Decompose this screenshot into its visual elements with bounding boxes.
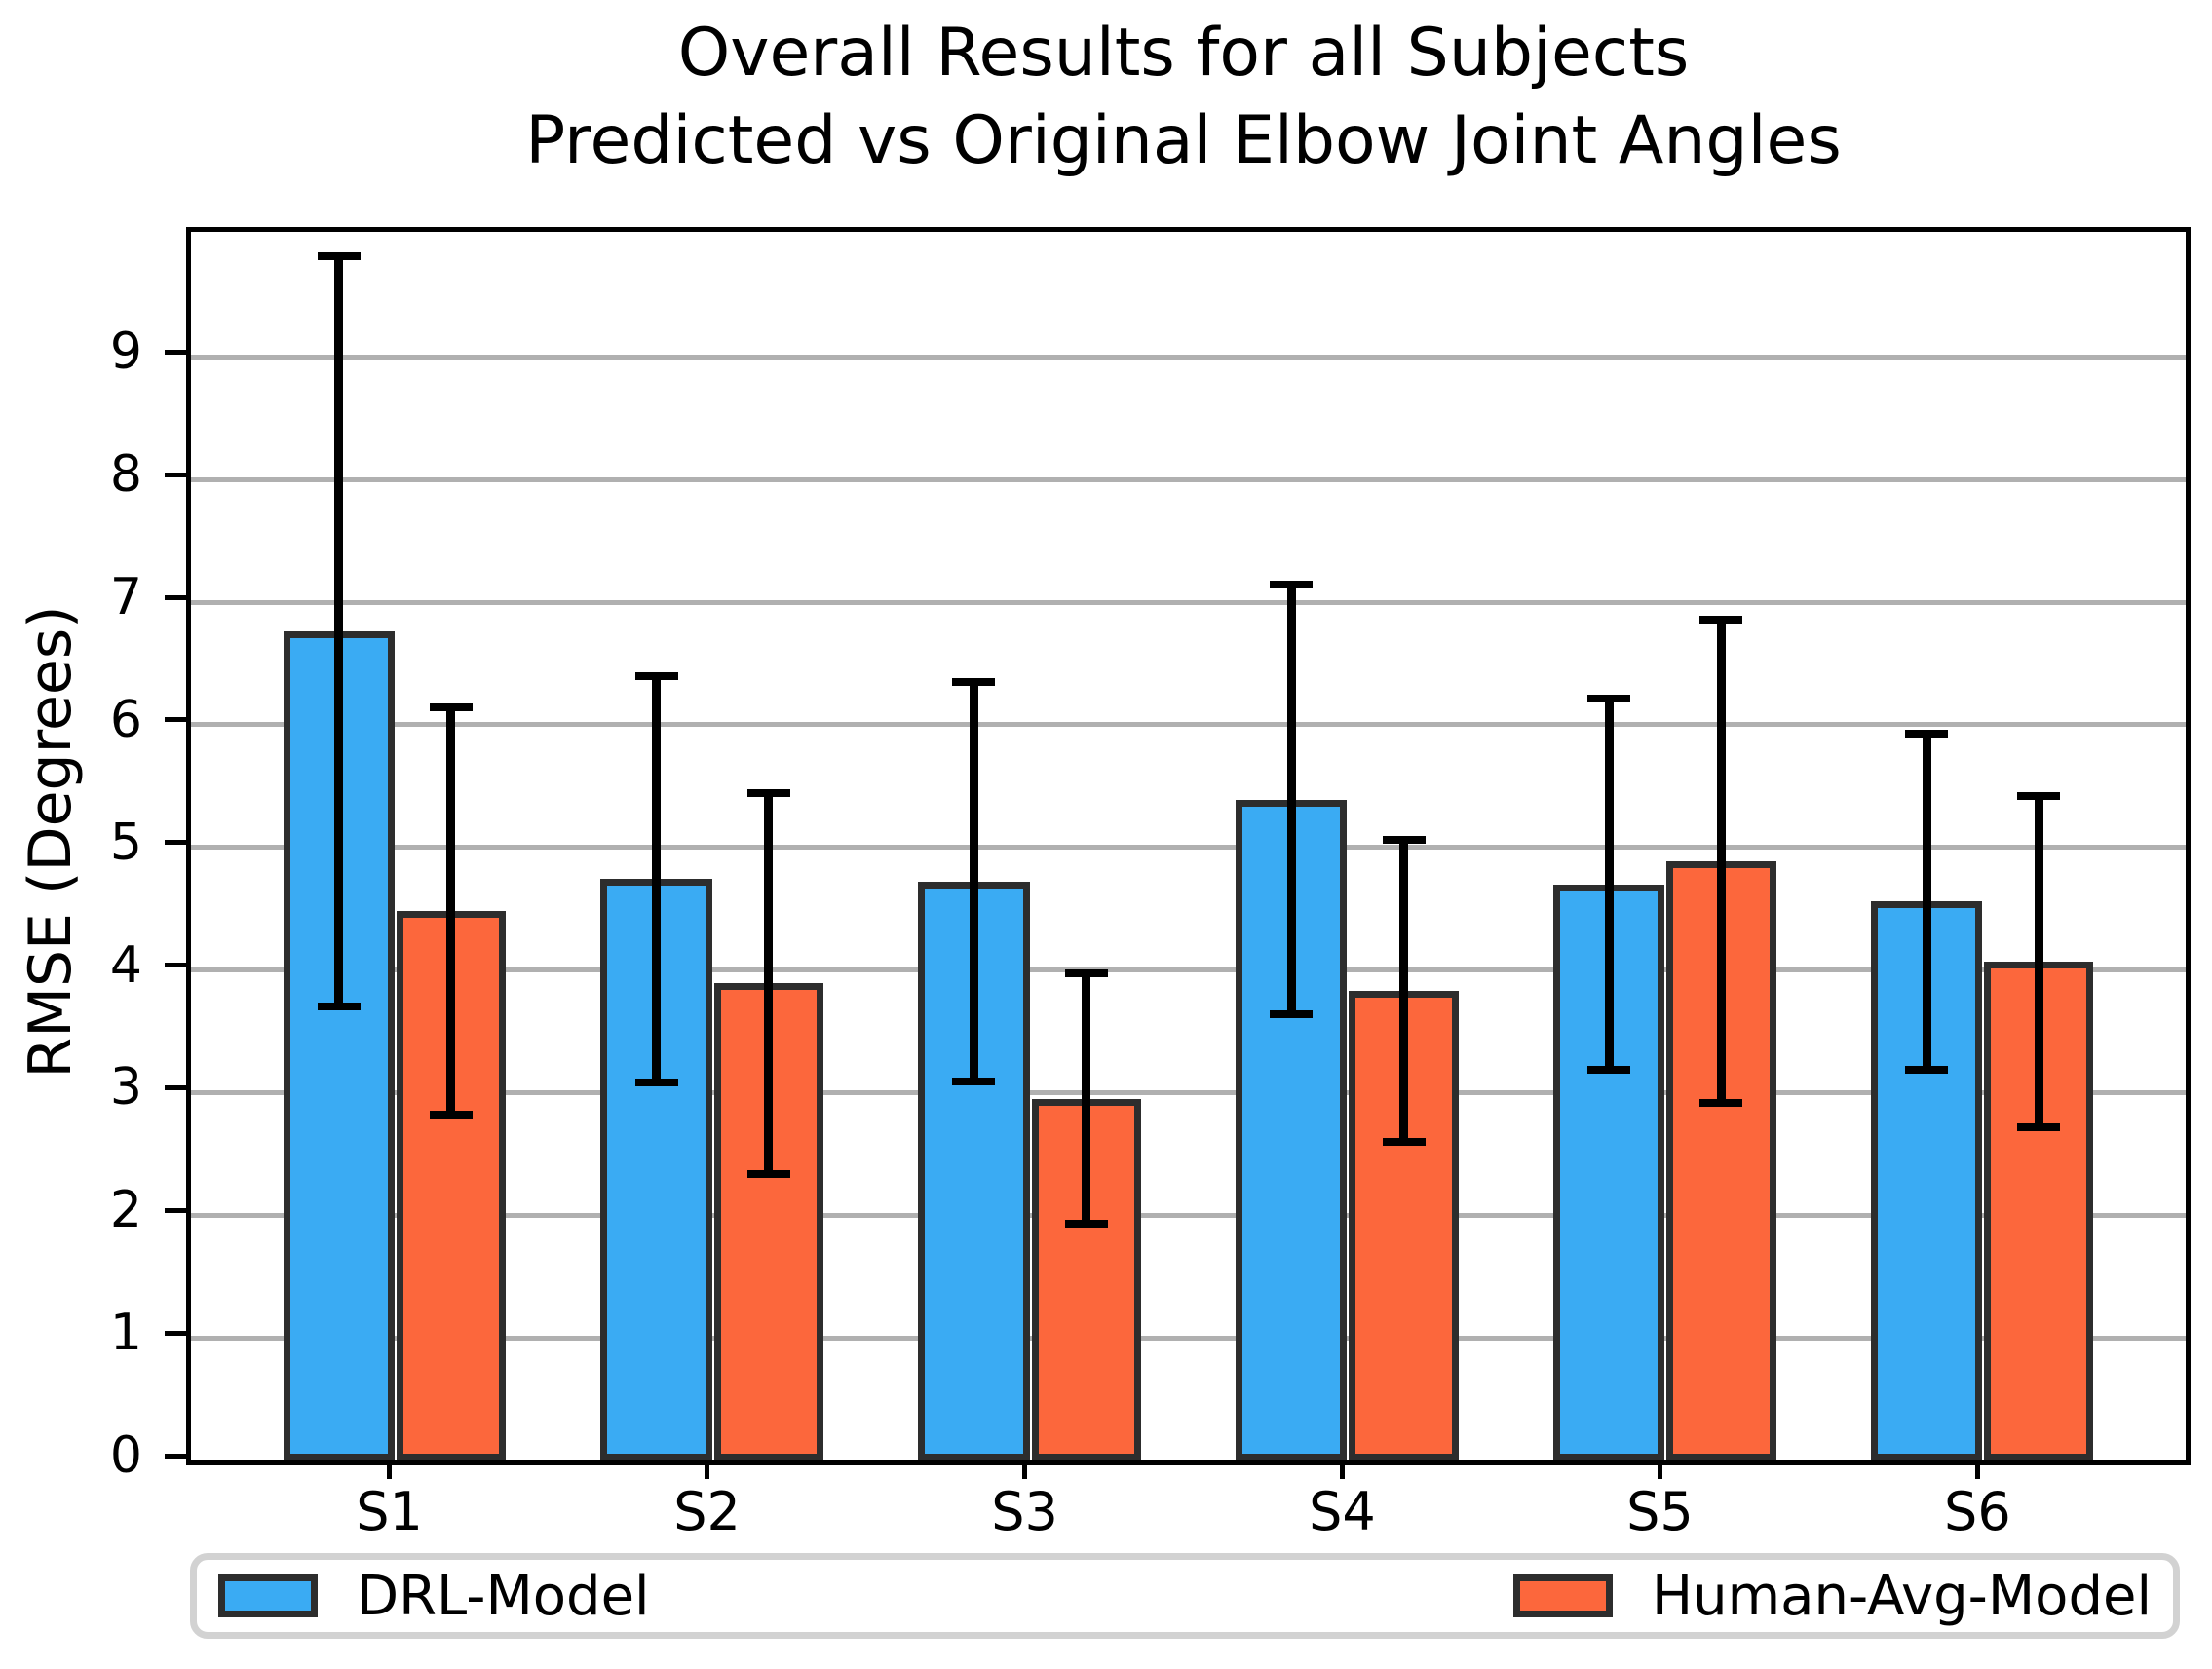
y-tick-label-5: 5 bbox=[109, 813, 142, 872]
error-cap-bottom-s2-1 bbox=[746, 1169, 790, 1178]
gridline-y1 bbox=[191, 1335, 2186, 1341]
bar-human-avg-model-s4 bbox=[1349, 991, 1459, 1460]
x-tick-mark-S3 bbox=[1022, 1460, 1028, 1479]
error-cap-bottom-s6-0 bbox=[1905, 1065, 1949, 1074]
y-tick-mark-0 bbox=[165, 1453, 186, 1459]
x-tick-label-S2: S2 bbox=[673, 1481, 741, 1542]
error-cap-top-s2-0 bbox=[634, 671, 678, 680]
chart-title-line1: Overall Results for all Subjects bbox=[677, 15, 1690, 92]
x-tick-mark-S6 bbox=[1974, 1460, 1980, 1479]
error-bar-s6-0 bbox=[1922, 733, 1931, 1070]
error-bar-s1-1 bbox=[446, 707, 456, 1116]
gridline-y6 bbox=[191, 722, 2186, 728]
error-bar-s2-1 bbox=[764, 793, 774, 1174]
x-tick-label-S3: S3 bbox=[991, 1481, 1058, 1542]
legend-swatch-human-avg-model bbox=[1513, 1574, 1613, 1617]
error-cap-bottom-s4-0 bbox=[1270, 1009, 1314, 1018]
gridline-y3 bbox=[191, 1089, 2186, 1095]
y-tick-mark-2 bbox=[165, 1207, 186, 1213]
error-bar-s2-0 bbox=[652, 675, 662, 1083]
error-bar-s6-1 bbox=[2034, 795, 2043, 1127]
error-cap-bottom-s5-0 bbox=[1587, 1065, 1631, 1074]
error-bar-s4-1 bbox=[1399, 840, 1409, 1142]
y-tick-label-7: 7 bbox=[109, 568, 142, 627]
y-tick-label-1: 1 bbox=[109, 1304, 142, 1363]
y-tick-label-8: 8 bbox=[109, 445, 142, 505]
gridline-y4 bbox=[191, 967, 2186, 973]
y-tick-label-9: 9 bbox=[109, 322, 142, 382]
legend-label-human-avg-model: Human-Avg-Model bbox=[1652, 1564, 2152, 1628]
y-tick-label-2: 2 bbox=[109, 1181, 142, 1240]
x-tick-mark-S2 bbox=[705, 1460, 710, 1479]
legend-item-drl-model: DRL-Model bbox=[218, 1565, 650, 1628]
error-bar-s3-1 bbox=[1082, 973, 1091, 1225]
gridline-y2 bbox=[191, 1212, 2186, 1218]
gridline-y8 bbox=[191, 476, 2186, 482]
error-cap-top-s2-1 bbox=[746, 789, 790, 798]
error-cap-top-s3-0 bbox=[952, 677, 996, 686]
y-tick-mark-3 bbox=[165, 1084, 186, 1090]
error-cap-bottom-s2-0 bbox=[634, 1079, 678, 1087]
error-bar-s5-1 bbox=[1716, 619, 1726, 1103]
y-tick-mark-5 bbox=[165, 840, 186, 846]
legend-item-human-avg-model: Human-Avg-Model bbox=[1513, 1565, 2152, 1628]
y-tick-label-6: 6 bbox=[109, 690, 142, 749]
x-tick-label-S6: S6 bbox=[1944, 1481, 2011, 1542]
error-cap-bottom-s6-1 bbox=[2017, 1122, 2061, 1131]
chart-title: Overall Results for all Subjects Predict… bbox=[186, 10, 2181, 185]
error-cap-top-s4-1 bbox=[1382, 836, 1426, 845]
error-cap-bottom-s3-0 bbox=[952, 1078, 996, 1086]
x-tick-label-S5: S5 bbox=[1626, 1481, 1694, 1542]
error-cap-bottom-s5-1 bbox=[1699, 1098, 1743, 1107]
y-tick-mark-1 bbox=[165, 1330, 186, 1336]
y-tick-mark-7 bbox=[165, 594, 186, 600]
gridline-y7 bbox=[191, 599, 2186, 605]
error-cap-bottom-s1-1 bbox=[429, 1111, 473, 1119]
y-tick-mark-4 bbox=[165, 963, 186, 968]
error-cap-top-s5-0 bbox=[1587, 695, 1631, 703]
error-bar-s5-0 bbox=[1604, 699, 1614, 1070]
error-cap-top-s4-0 bbox=[1270, 581, 1314, 589]
y-tick-mark-8 bbox=[165, 472, 186, 477]
error-cap-bottom-s1-0 bbox=[317, 1003, 361, 1011]
gridline-y5 bbox=[191, 845, 2186, 851]
plot-area bbox=[186, 227, 2191, 1465]
error-cap-top-s6-1 bbox=[2017, 791, 2061, 800]
error-cap-top-s6-0 bbox=[1905, 729, 1949, 738]
y-tick-label-0: 0 bbox=[109, 1426, 142, 1485]
x-tick-mark-S5 bbox=[1657, 1460, 1662, 1479]
error-bar-s1-0 bbox=[334, 256, 344, 1007]
y-tick-label-4: 4 bbox=[109, 935, 142, 995]
x-tick-label-S1: S1 bbox=[356, 1481, 423, 1542]
y-tick-mark-6 bbox=[165, 717, 186, 723]
legend-swatch-drl-model bbox=[218, 1574, 318, 1617]
error-bar-s3-0 bbox=[969, 681, 978, 1082]
error-cap-bottom-s3-1 bbox=[1064, 1220, 1108, 1229]
error-bar-s4-0 bbox=[1286, 585, 1296, 1014]
x-tick-label-S4: S4 bbox=[1309, 1481, 1376, 1542]
error-cap-bottom-s4-1 bbox=[1382, 1137, 1426, 1146]
gridline-y9 bbox=[191, 354, 2186, 360]
x-tick-mark-S1 bbox=[387, 1460, 393, 1479]
error-cap-top-s1-1 bbox=[429, 703, 473, 712]
x-tick-mark-S4 bbox=[1339, 1460, 1345, 1479]
legend-label-drl-model: DRL-Model bbox=[357, 1564, 650, 1628]
error-cap-top-s3-1 bbox=[1064, 969, 1108, 978]
y-tick-label-3: 3 bbox=[109, 1058, 142, 1118]
y-tick-mark-9 bbox=[165, 349, 186, 355]
legend: DRL-Model Human-Avg-Model bbox=[190, 1553, 2180, 1639]
chart-title-line2: Predicted vs Original Elbow Joint Angles bbox=[525, 101, 1842, 179]
error-cap-top-s5-1 bbox=[1699, 615, 1743, 624]
error-cap-top-s1-0 bbox=[317, 252, 361, 261]
